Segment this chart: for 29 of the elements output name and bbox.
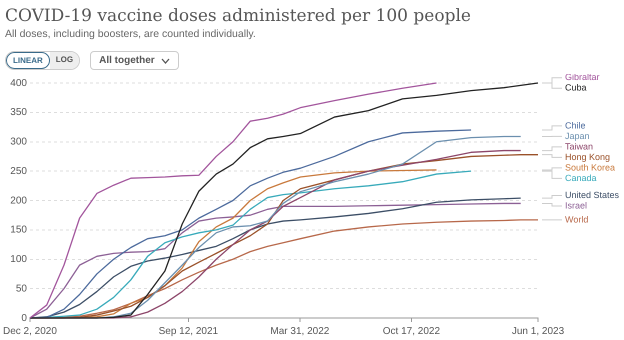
chart-subtitle: All doses, including boosters, are counted individually. — [5, 28, 256, 40]
dropdown-field: All together — [90, 51, 179, 70]
scale-toggle: LINEAR LOG — [5, 51, 80, 70]
y-tick-label: 350 — [10, 107, 28, 118]
y-tick-label: 0 — [21, 312, 28, 324]
text: South Korea — [565, 162, 616, 172]
x-tick-label: Jun 1, 2023 — [512, 326, 565, 337]
text: Taiwan — [565, 141, 594, 152]
x-tick-label: Sep 12, 2021 — [158, 326, 219, 337]
text: World — [565, 214, 588, 224]
text: United States — [565, 190, 620, 200]
chart-title: COVID-19 vaccine doses administered per 100 people — [5, 6, 471, 26]
text: Cuba — [565, 82, 587, 93]
x-tick-label: Oct 17, 2022 — [382, 326, 440, 337]
y-tick-label: 50 — [16, 283, 28, 294]
text: Canada — [565, 172, 597, 183]
y-tick-label: 150 — [10, 224, 28, 236]
x-tick-label: Mar 31, 2022 — [270, 326, 330, 337]
y-tick-label: 100 — [10, 254, 28, 265]
text: Hong Kong — [565, 152, 610, 162]
y-tick-label: 250 — [10, 166, 28, 177]
y-tick-label: 300 — [10, 136, 28, 148]
text: Japan — [565, 130, 590, 141]
text: Israel — [565, 200, 588, 211]
text: Chile — [565, 120, 586, 130]
y-tick-label: 200 — [10, 195, 28, 206]
y-tick-label: 400 — [10, 78, 28, 89]
text: Gibraltar — [565, 72, 600, 82]
x-tick-label: Dec 2, 2020 — [2, 326, 58, 337]
